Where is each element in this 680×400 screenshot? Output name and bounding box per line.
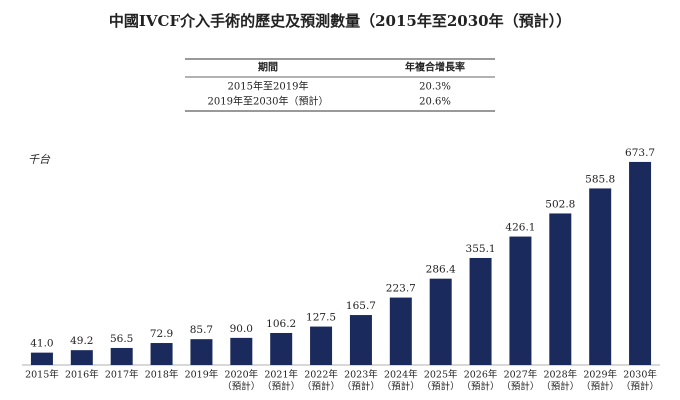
value-label: 355.1 [466, 243, 496, 255]
x-tick-label: 2026年 [464, 369, 498, 381]
value-label: 41.0 [30, 338, 53, 350]
value-label: 106.2 [266, 318, 296, 330]
x-tick-label: （預計） [262, 381, 300, 393]
value-label: 49.2 [70, 335, 93, 347]
bar [110, 347, 133, 365]
y-axis-label: 千台 [28, 153, 51, 166]
table-cell: 20.6% [419, 97, 451, 108]
x-tick-label: 2020年 [224, 369, 258, 381]
table-cell: 2015年至2019年 [228, 80, 309, 93]
x-tick-label: （預計） [501, 381, 539, 393]
bar [310, 326, 333, 365]
x-tick-label: 2023年 [344, 369, 378, 381]
x-tick-label: （預計） [222, 381, 260, 393]
bar [270, 332, 293, 365]
bar [469, 257, 492, 365]
x-tick-label: （預計） [302, 381, 340, 393]
x-tick-label: （預計） [462, 381, 500, 393]
value-label: 56.5 [110, 333, 133, 345]
value-label: 85.7 [190, 324, 213, 336]
bar [230, 337, 253, 365]
x-tick-label: 2024年 [384, 369, 418, 381]
bar [150, 343, 173, 365]
page-title: 中國IVCF介入手術的歷史及預測數量（2015年至2030年（預計）） [109, 12, 571, 30]
x-tick-label: （預計） [581, 381, 619, 393]
bar [30, 352, 53, 365]
x-tick-label: （預計） [621, 381, 659, 393]
bar [629, 161, 652, 365]
value-label: 426.1 [505, 222, 535, 234]
x-tick-label: （預計） [541, 381, 579, 393]
bar [429, 278, 452, 365]
table-header: 年複合增長率 [405, 61, 465, 74]
value-label: 223.7 [386, 283, 416, 295]
x-tick-label: 2028年 [543, 369, 577, 381]
x-tick-label: 2021年 [264, 369, 298, 381]
bar [389, 297, 412, 365]
x-tick-label: 2030年 [623, 369, 657, 381]
value-label: 673.7 [625, 147, 655, 159]
x-tick-label: 2015年 [25, 369, 59, 381]
value-label: 502.8 [545, 198, 575, 210]
value-label: 90.0 [230, 323, 253, 335]
x-tick-label: （預計） [422, 381, 460, 393]
x-tick-label: 2016年 [65, 369, 99, 381]
x-tick-label: 2017年 [105, 369, 139, 381]
bar [70, 350, 93, 365]
value-label: 585.8 [585, 173, 615, 185]
value-label: 165.7 [346, 300, 376, 312]
value-label: 72.9 [150, 328, 173, 340]
x-tick-label: （預計） [342, 381, 380, 393]
x-tick-label: 2029年 [583, 369, 617, 381]
bar [349, 315, 372, 365]
value-label: 286.4 [426, 264, 456, 276]
x-tick-label: 2019年 [185, 369, 219, 381]
table-cell: 20.3% [419, 82, 451, 93]
table-header: 期間 [258, 61, 278, 74]
bar [549, 213, 572, 365]
x-tick-label: 2025年 [424, 369, 458, 381]
x-tick-label: 2027年 [504, 369, 538, 381]
table-cell: 2019年至2030年（預計） [208, 95, 329, 108]
x-tick-label: 2018年 [145, 369, 179, 381]
bar [589, 188, 612, 365]
bar [509, 236, 532, 365]
x-tick-label: 2022年 [304, 369, 338, 381]
value-label: 127.5 [306, 312, 336, 324]
bar [190, 339, 213, 365]
x-tick-label: （預計） [382, 381, 420, 393]
